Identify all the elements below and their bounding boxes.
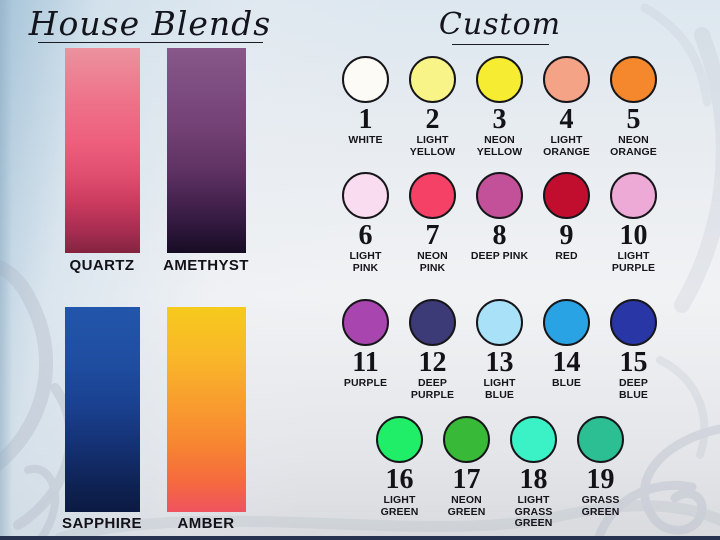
- color-name: RED: [555, 250, 578, 262]
- color-option-15[interactable]: 15 DEEP BLUE: [600, 299, 667, 401]
- color-name: BLUE: [552, 377, 581, 389]
- color-option-19[interactable]: 19 GRASS GREEN: [567, 416, 634, 530]
- house-blends-underline: [38, 42, 263, 43]
- color-circle-14[interactable]: [543, 299, 590, 346]
- color-circle-16[interactable]: [376, 416, 423, 463]
- color-option-17[interactable]: 17 NEON GREEN: [433, 416, 500, 530]
- house-blends-title: House Blends: [28, 4, 272, 43]
- color-option-9[interactable]: 9 RED: [533, 172, 600, 274]
- color-circle-3[interactable]: [476, 56, 523, 103]
- swatch-amethyst[interactable]: [167, 48, 246, 253]
- color-option-18[interactable]: 18 LIGHT GRASS GREEN: [500, 416, 567, 530]
- color-circle-5[interactable]: [610, 56, 657, 103]
- color-circle-8[interactable]: [476, 172, 523, 219]
- color-name: LIGHT BLUE: [483, 377, 516, 401]
- color-number: 17: [452, 464, 481, 495]
- color-name: LIGHT GREEN: [380, 494, 419, 518]
- swatch-label-quartz: QUARTZ: [69, 257, 135, 274]
- custom-underline: [452, 44, 549, 45]
- color-number: 12: [418, 347, 447, 378]
- custom-row-1: 1 WHITE 2 LIGHT YELLOW 3 NEON YELLOW 4 L…: [332, 56, 667, 158]
- color-circle-4[interactable]: [543, 56, 590, 103]
- color-name: NEON PINK: [417, 250, 448, 274]
- color-option-7[interactable]: 7 NEON PINK: [399, 172, 466, 274]
- color-number: 2: [425, 104, 440, 135]
- swatch-label-sapphire: SAPPHIRE: [62, 515, 142, 532]
- color-circle-7[interactable]: [409, 172, 456, 219]
- color-circle-10[interactable]: [610, 172, 657, 219]
- color-name: DEEP PINK: [470, 250, 529, 262]
- color-name: LIGHT PINK: [349, 250, 382, 274]
- color-option-1[interactable]: 1 WHITE: [332, 56, 399, 158]
- color-option-4[interactable]: 4 LIGHT ORANGE: [533, 56, 600, 158]
- color-number: 19: [586, 464, 615, 495]
- color-option-12[interactable]: 12 DEEP PURPLE: [399, 299, 466, 401]
- swatch-quartz[interactable]: [65, 48, 140, 253]
- color-circle-17[interactable]: [443, 416, 490, 463]
- color-circle-9[interactable]: [543, 172, 590, 219]
- color-option-14[interactable]: 14 BLUE: [533, 299, 600, 401]
- color-circle-12[interactable]: [409, 299, 456, 346]
- color-number: 7: [425, 220, 440, 251]
- color-circle-13[interactable]: [476, 299, 523, 346]
- color-option-3[interactable]: 3 NEON YELLOW: [466, 56, 533, 158]
- color-name: DEEP BLUE: [619, 377, 648, 401]
- color-number: 11: [352, 347, 379, 378]
- color-circle-1[interactable]: [342, 56, 389, 103]
- color-option-16[interactable]: 16 LIGHT GREEN: [366, 416, 433, 530]
- color-circle-11[interactable]: [342, 299, 389, 346]
- color-number: 9: [559, 220, 574, 251]
- color-circle-15[interactable]: [610, 299, 657, 346]
- color-circle-2[interactable]: [409, 56, 456, 103]
- left-edge-shading: [0, 0, 12, 540]
- swatch-amber[interactable]: [167, 307, 246, 512]
- custom-row-3: 11 PURPLE 12 DEEP PURPLE 13 LIGHT BLUE 1…: [332, 299, 667, 401]
- color-number: 15: [619, 347, 648, 378]
- color-option-2[interactable]: 2 LIGHT YELLOW: [399, 56, 466, 158]
- color-name: LIGHT ORANGE: [543, 134, 590, 158]
- color-number: 5: [626, 104, 641, 135]
- color-name: NEON GREEN: [447, 494, 486, 518]
- color-name: NEON ORANGE: [610, 134, 657, 158]
- color-name: DEEP PURPLE: [410, 377, 455, 401]
- color-name: LIGHT YELLOW: [409, 134, 456, 158]
- bottom-border-bar: [0, 536, 720, 540]
- color-name: WHITE: [348, 134, 383, 146]
- color-number: 3: [492, 104, 507, 135]
- color-number: 16: [385, 464, 414, 495]
- color-option-8[interactable]: 8 DEEP PINK: [466, 172, 533, 274]
- swatch-label-amethyst: AMETHYST: [163, 257, 249, 274]
- color-number: 18: [519, 464, 548, 495]
- color-option-10[interactable]: 10 LIGHT PURPLE: [600, 172, 667, 274]
- color-number: 6: [358, 220, 373, 251]
- color-name: GRASS GREEN: [581, 494, 620, 518]
- color-number: 4: [559, 104, 574, 135]
- color-circle-18[interactable]: [510, 416, 557, 463]
- color-name: LIGHT GRASS GREEN: [514, 494, 553, 530]
- swatch-label-amber: AMBER: [177, 515, 235, 532]
- swatch-sapphire[interactable]: [65, 307, 140, 512]
- color-option-6[interactable]: 6 LIGHT PINK: [332, 172, 399, 274]
- color-circle-19[interactable]: [577, 416, 624, 463]
- custom-row-2: 6 LIGHT PINK 7 NEON PINK 8 DEEP PINK 9 R…: [332, 172, 667, 274]
- custom-title: Custom: [438, 7, 562, 42]
- color-name: LIGHT PURPLE: [611, 250, 656, 274]
- color-number: 14: [552, 347, 581, 378]
- color-circle-6[interactable]: [342, 172, 389, 219]
- color-number: 10: [619, 220, 648, 251]
- color-number: 13: [485, 347, 514, 378]
- color-name: NEON YELLOW: [476, 134, 523, 158]
- color-option-11[interactable]: 11 PURPLE: [332, 299, 399, 401]
- color-option-5[interactable]: 5 NEON ORANGE: [600, 56, 667, 158]
- color-option-13[interactable]: 13 LIGHT BLUE: [466, 299, 533, 401]
- custom-row-4: 16 LIGHT GREEN 17 NEON GREEN 18 LIGHT GR…: [366, 416, 634, 530]
- color-number: 1: [358, 104, 373, 135]
- color-number: 8: [492, 220, 507, 251]
- color-name: PURPLE: [343, 377, 388, 389]
